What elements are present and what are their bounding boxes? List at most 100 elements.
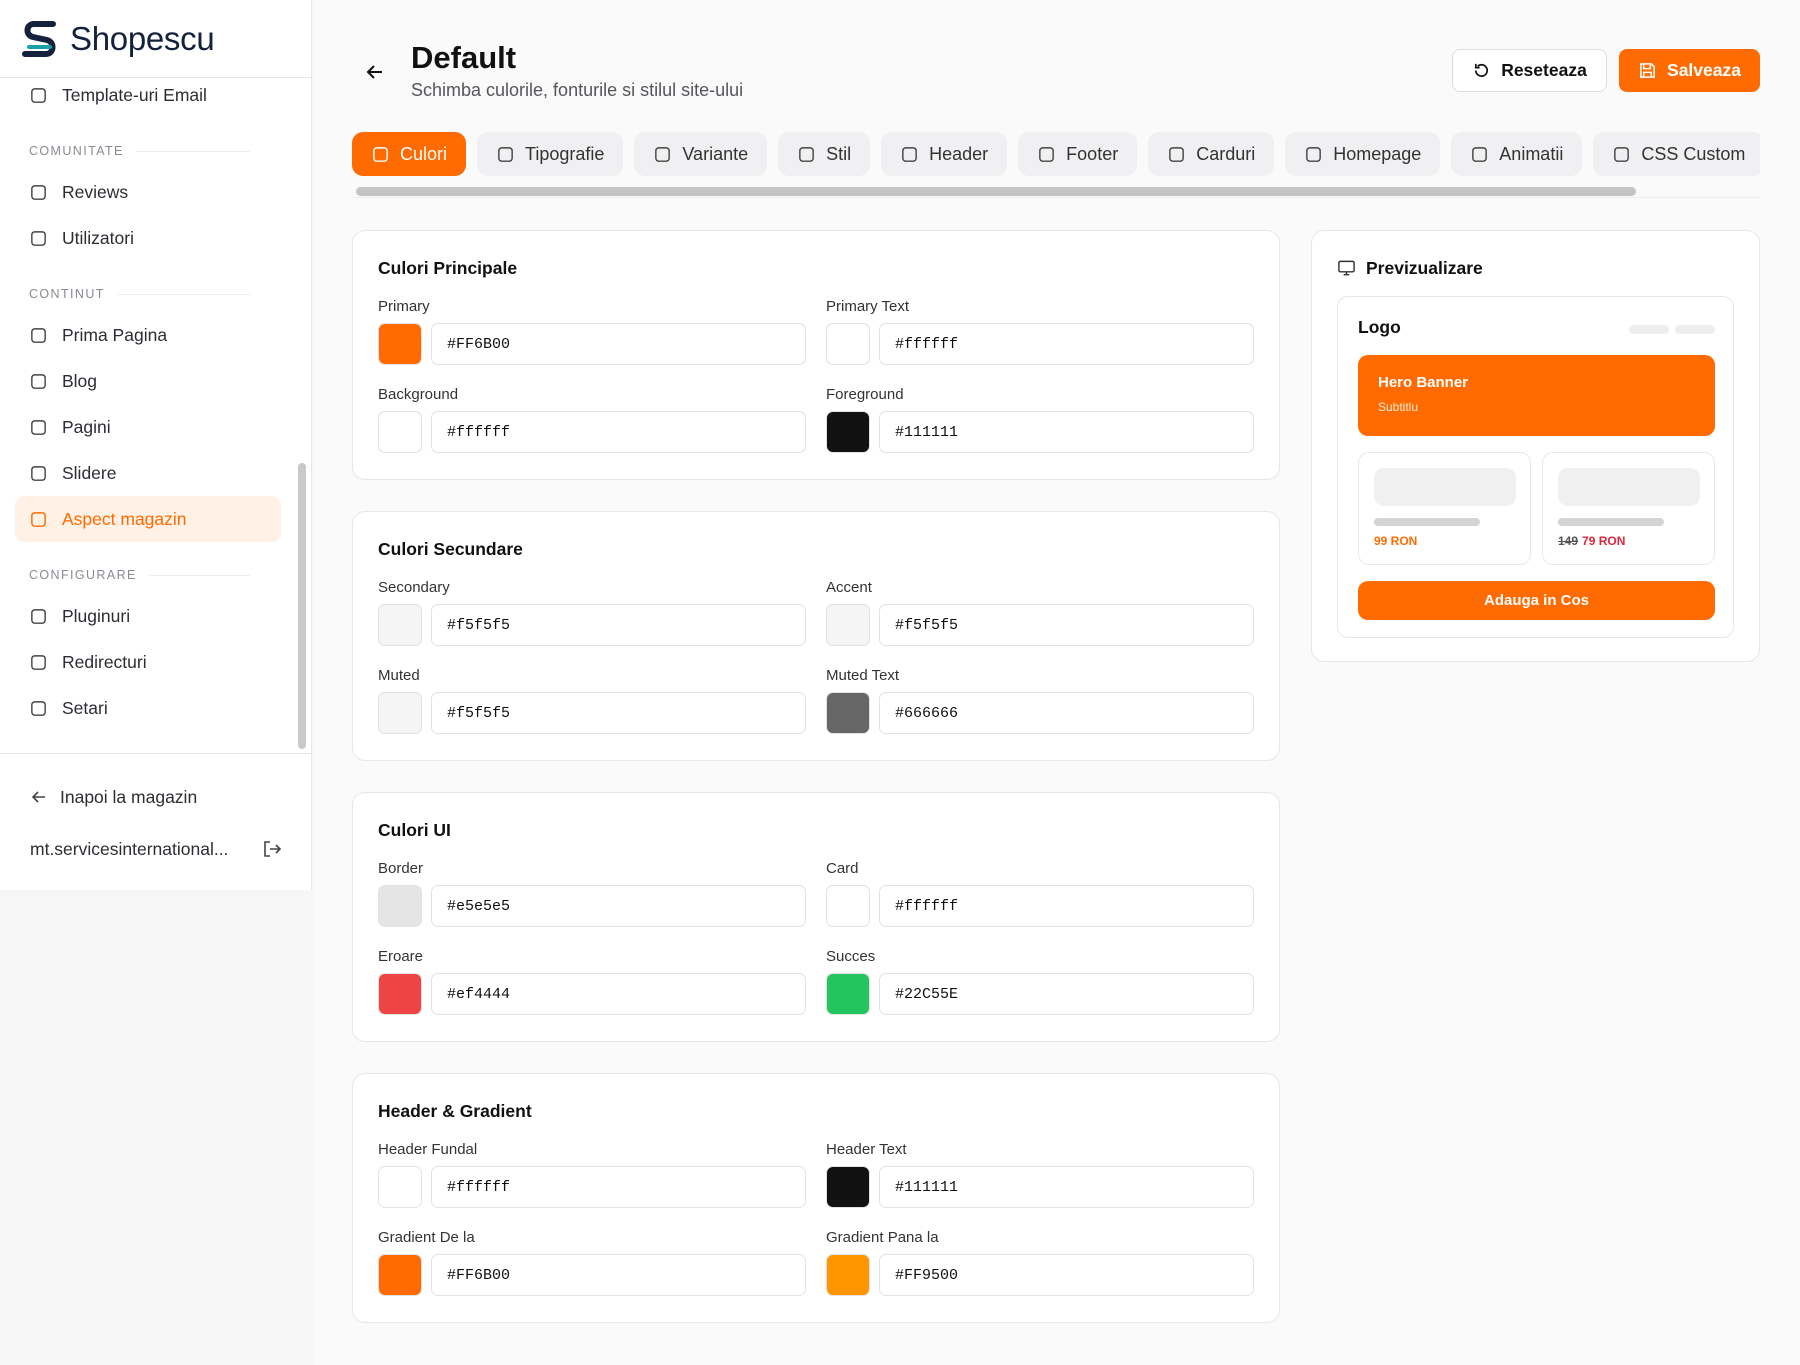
- icon: [31, 373, 46, 389]
- hex-input[interactable]: #FF9500: [879, 1254, 1254, 1296]
- tab[interactable]: CSS Custom: [1593, 132, 1760, 176]
- field-label: Header Text: [826, 1141, 907, 1158]
- color-swatch[interactable]: [378, 692, 422, 734]
- preview-heading: Previzualizare: [1337, 256, 1734, 280]
- back-link[interactable]: Inapoi la magazin: [0, 754, 312, 840]
- tab[interactable]: Tipografie: [477, 132, 624, 176]
- hex-input[interactable]: #ffffff: [431, 1166, 806, 1208]
- hex-input[interactable]: #f5f5f5: [431, 692, 806, 734]
- field-row: #f5f5f5: [826, 604, 1254, 646]
- hex-input[interactable]: #ffffff: [431, 411, 806, 453]
- icon: [31, 465, 46, 481]
- tab[interactable]: Header: [881, 132, 1008, 176]
- nav-item[interactable]: Pagini: [15, 404, 281, 450]
- back-text: Inapoi la magazin: [60, 786, 198, 807]
- hex-input[interactable]: #111111: [879, 1166, 1254, 1208]
- nav-item[interactable]: Template-uri Email: [15, 78, 281, 118]
- tab[interactable]: Homepage: [1285, 132, 1441, 176]
- tab[interactable]: Stil: [778, 132, 871, 176]
- scroll-thumb[interactable]: [356, 187, 1636, 196]
- tab[interactable]: Variante: [634, 132, 768, 176]
- hex-input[interactable]: #666666: [879, 692, 1254, 734]
- color-swatch[interactable]: [378, 1166, 422, 1208]
- save-label: Salveaza: [1667, 60, 1741, 80]
- icon: [31, 654, 46, 670]
- color-swatch[interactable]: [826, 692, 870, 734]
- field-row: #ffffff: [378, 411, 806, 453]
- tab[interactable]: Animatii: [1451, 132, 1583, 176]
- icon: [31, 511, 46, 527]
- nav-item[interactable]: Pluginuri: [15, 593, 281, 639]
- nav-item[interactable]: Slidere: [15, 450, 281, 496]
- color-swatch[interactable]: [826, 1254, 870, 1296]
- color-swatch[interactable]: [826, 323, 870, 365]
- save-button[interactable]: Salveaza: [1619, 49, 1760, 92]
- tab-label: Carduri: [1196, 143, 1256, 164]
- nav-item[interactable]: Aspect magazin: [15, 496, 281, 542]
- preview-product: 149 79 RON: [1542, 452, 1715, 565]
- color-swatch[interactable]: [378, 885, 422, 927]
- field-row: #f5f5f5: [378, 692, 806, 734]
- color-swatch[interactable]: [826, 1166, 870, 1208]
- field-label: Border: [378, 860, 424, 877]
- color-field: Header Text #111111: [826, 1140, 1254, 1208]
- nav-item[interactable]: Blog: [15, 358, 281, 404]
- tab-scrollbar: [352, 186, 1760, 198]
- brand[interactable]: Shopescu: [0, 0, 311, 78]
- hex-input[interactable]: #FF6B00: [431, 323, 806, 365]
- hero-subtitle: Subtitlu: [1378, 400, 1419, 414]
- hex-input[interactable]: #f5f5f5: [431, 604, 806, 646]
- tab[interactable]: Footer: [1018, 132, 1138, 176]
- field-row: #ffffff: [378, 1166, 806, 1208]
- color-field: Background #ffffff: [378, 385, 806, 453]
- color-swatch[interactable]: [826, 604, 870, 646]
- hex-input[interactable]: #ef4444: [431, 973, 806, 1015]
- tab[interactable]: Carduri: [1148, 132, 1275, 176]
- field-label: Header Fundal: [378, 1141, 478, 1158]
- color-swatch[interactable]: [378, 411, 422, 453]
- nav-item[interactable]: Prima Pagina: [15, 312, 281, 358]
- nav-item[interactable]: Reviews: [15, 169, 281, 215]
- hex-input[interactable]: #e5e5e5: [431, 885, 806, 927]
- preview-frame: Logo Hero Banner Subtitlu 99 RON 149 79 R…: [1337, 296, 1734, 638]
- preview-nav: [1629, 325, 1669, 334]
- logout-icon[interactable]: [262, 839, 282, 859]
- hex-input[interactable]: #FF6B00: [431, 1254, 806, 1296]
- page-title: Default: [411, 40, 517, 75]
- color-swatch[interactable]: [378, 1254, 422, 1296]
- nav-label: Pagini: [62, 416, 111, 437]
- color-swatch[interactable]: [378, 973, 422, 1015]
- icon: [655, 146, 671, 162]
- color-swatch[interactable]: [378, 604, 422, 646]
- hex-input[interactable]: #22C55E: [879, 973, 1254, 1015]
- page-subtitle: Schimba culorile, fonturile si stilul si…: [411, 80, 744, 100]
- color-field: Succes #22C55E: [826, 947, 1254, 1015]
- nav-item[interactable]: Setari: [15, 685, 281, 731]
- color-swatch[interactable]: [826, 885, 870, 927]
- group-label: COMUNITATE: [0, 133, 296, 169]
- color-swatch[interactable]: [826, 411, 870, 453]
- scrollbar[interactable]: [298, 463, 306, 749]
- account[interactable]: mt.servicesinternational...: [0, 836, 312, 862]
- back-button[interactable]: [364, 61, 386, 83]
- hex-input[interactable]: #f5f5f5: [879, 604, 1254, 646]
- hex-input[interactable]: #111111: [879, 411, 1254, 453]
- hex-input[interactable]: #ffffff: [879, 323, 1254, 365]
- reset-button[interactable]: Reseteaza: [1452, 49, 1607, 92]
- nav-item[interactable]: Utilizatori: [15, 215, 281, 261]
- color-swatch[interactable]: [826, 973, 870, 1015]
- nav-item[interactable]: Redirecturi: [15, 639, 281, 685]
- section-title: Culori Secundare: [378, 539, 523, 559]
- color-swatch[interactable]: [378, 323, 422, 365]
- field-label: Foreground: [826, 386, 904, 403]
- field-label: Accent: [826, 579, 872, 596]
- nav-label: Reviews: [62, 181, 129, 202]
- hex-input[interactable]: #ffffff: [879, 885, 1254, 927]
- section-title: Culori Principale: [378, 258, 518, 278]
- preview-product: 99 RON: [1358, 452, 1531, 565]
- field-label: Eroare: [378, 948, 424, 965]
- field-grid: Border #e5e5e5 Card #ffffff Eroare #ef4444 Suc…: [378, 859, 1254, 1015]
- tab[interactable]: Culori: [352, 132, 467, 176]
- field-row: #22C55E: [826, 973, 1254, 1015]
